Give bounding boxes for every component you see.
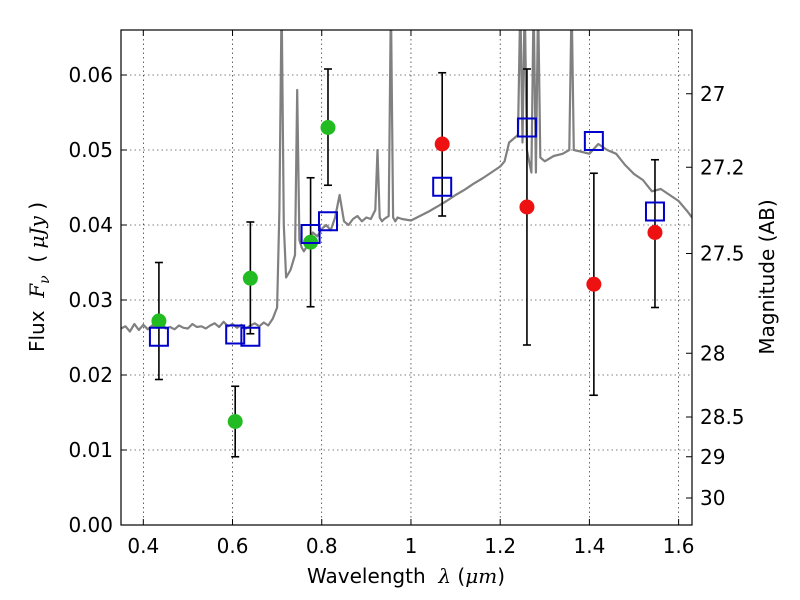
y2-tick-label: 29 [700, 445, 725, 469]
y-tick-label: 0.04 [68, 213, 113, 237]
x-tick-label: 0.6 [217, 534, 249, 558]
y2-tick-label: 27 [700, 82, 725, 106]
y-tick-label: 0.00 [68, 513, 113, 537]
plot-area [121, 30, 692, 525]
ticks: 0.4 0.6 0.8 1 1.2 1.4 1.6 0.00 0.01 0.02 0.03 0.04 0… [68, 30, 745, 558]
y-tick-label: 0.01 [68, 438, 113, 462]
y2-tick-label: 28.5 [700, 405, 745, 429]
red-point [434, 136, 450, 152]
green-point [320, 120, 336, 135]
y2-tick-label: 28 [700, 341, 725, 365]
y2-axis-title: Magnitude (AB) [755, 199, 779, 354]
x-tick-label: 0.4 [127, 534, 159, 558]
blue-square-point [516, 117, 537, 138]
green-point [227, 414, 243, 429]
y-tick-label: 0.05 [68, 138, 113, 162]
y-tick-label: 0.03 [68, 288, 113, 312]
blue-square-point [300, 224, 321, 244]
y2-tick-label: 27.5 [700, 242, 745, 266]
spectrum-line [121, 30, 692, 333]
x-tick-label: 1.6 [663, 534, 695, 558]
red-point [647, 225, 663, 240]
blue-square-point [148, 326, 169, 347]
blue-square-point [317, 211, 338, 232]
red-point [519, 199, 535, 215]
blue-square-point [432, 176, 453, 197]
y2-tick-label: 30 [700, 486, 725, 510]
x-tick-label: 1 [405, 534, 418, 558]
grid [121, 30, 692, 526]
x-tick-label: 0.8 [306, 534, 338, 558]
green-point [151, 313, 167, 329]
y2-tick-label: 27.2 [700, 155, 745, 179]
marker-layer [148, 117, 665, 429]
green-point [242, 270, 258, 286]
blue-square-point [240, 326, 261, 347]
x-tick-label: 1.2 [484, 534, 516, 558]
x-axis-title: Wavelength λ (μm) [307, 564, 505, 588]
y-tick-label: 0.06 [68, 63, 113, 87]
spectrum-layer [121, 30, 692, 333]
blue-square-point [583, 131, 604, 151]
plot-frame [120, 29, 693, 526]
y-tick-label: 0.02 [68, 363, 113, 387]
x-tick-label: 1.4 [573, 534, 605, 558]
red-point [586, 276, 602, 292]
y-axis-title: Flux Fν ( μJy ) [25, 202, 53, 352]
blue-square-point [225, 324, 246, 345]
blue-square-point [644, 201, 665, 222]
